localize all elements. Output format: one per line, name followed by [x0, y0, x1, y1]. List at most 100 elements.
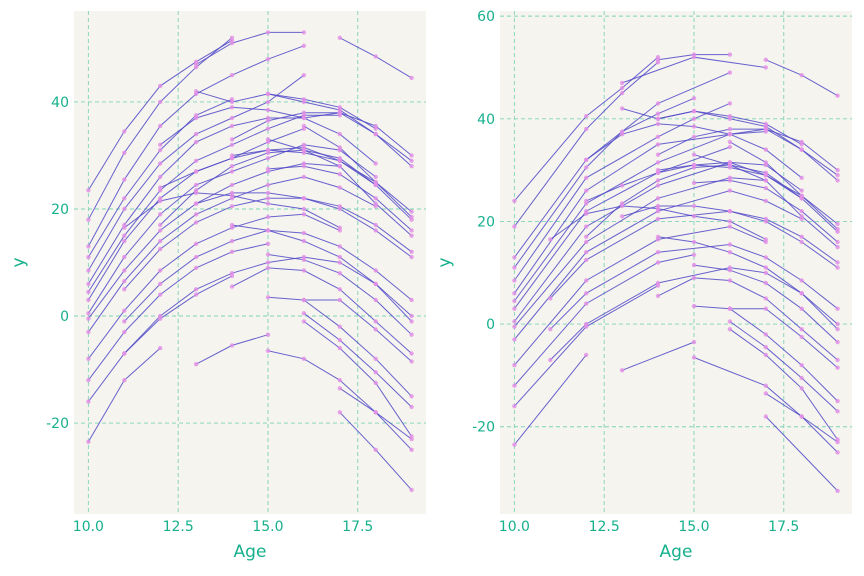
data-point: [691, 124, 697, 129]
data-point: [619, 368, 625, 373]
series-line-41: [159, 149, 412, 226]
data-point: [727, 116, 733, 122]
data-point: [763, 129, 768, 134]
data-point: [409, 249, 414, 254]
data-point: [799, 175, 804, 180]
series-line-8: [621, 108, 802, 145]
series-line-35: [729, 308, 838, 402]
data-point: [229, 99, 235, 105]
data-point: [584, 250, 589, 255]
data-point: [835, 365, 840, 370]
data-point: [835, 398, 840, 404]
data-point: [512, 255, 517, 260]
data-point: [799, 139, 804, 145]
series-line-31: [657, 277, 838, 361]
data-point: [158, 99, 163, 105]
data-point: [799, 234, 804, 239]
data-point: [337, 172, 342, 177]
data-point: [301, 319, 307, 324]
data-point: [548, 357, 553, 363]
data-point: [193, 182, 199, 188]
data-point: [301, 238, 307, 244]
data-point: [193, 362, 199, 367]
data-point: [835, 409, 840, 414]
data-point: [337, 147, 342, 153]
series-line-42: [303, 320, 413, 437]
data-point: [835, 327, 840, 332]
data-point: [301, 206, 307, 212]
data-point: [229, 182, 235, 188]
data-point: [799, 327, 804, 332]
data-point: [619, 214, 625, 219]
data-point: [655, 206, 661, 211]
data-point: [409, 487, 414, 493]
data-point: [158, 281, 163, 287]
data-point: [265, 57, 271, 62]
data-point: [835, 437, 840, 442]
data-point: [229, 222, 235, 228]
data-point: [373, 281, 378, 287]
data-point: [158, 228, 163, 233]
data-point: [655, 134, 661, 139]
data-point: [229, 249, 235, 254]
data-point: [229, 142, 235, 147]
data-point: [373, 380, 378, 386]
data-point: [373, 327, 378, 332]
series-line-37: [765, 416, 838, 492]
data-point: [193, 254, 199, 260]
data-point: [655, 183, 661, 188]
data-point: [835, 167, 840, 173]
data-point: [763, 57, 768, 62]
data-point: [193, 62, 199, 67]
data-point: [158, 316, 163, 321]
data-point: [584, 257, 589, 263]
data-point: [799, 147, 804, 152]
x-tick-label: 10.0: [73, 519, 104, 535]
data-point: [835, 93, 840, 98]
data-point: [337, 260, 342, 265]
data-point: [655, 250, 661, 255]
data-point: [86, 289, 91, 295]
data-point: [158, 142, 163, 147]
data-point: [727, 162, 733, 168]
data-point: [835, 229, 840, 234]
data-point: [835, 244, 840, 250]
data-point: [229, 273, 235, 279]
series-line-7: [195, 90, 376, 130]
data-point: [337, 337, 342, 343]
data-point: [799, 278, 804, 283]
data-point: [86, 268, 91, 273]
data-point: [512, 198, 517, 204]
data-point: [691, 203, 697, 209]
data-point: [799, 291, 804, 296]
x-tick-label: 15.0: [252, 519, 283, 535]
data-point: [691, 275, 697, 281]
series-line-10: [87, 112, 412, 285]
data-point: [122, 206, 127, 212]
y-tick-label: 20: [477, 214, 495, 230]
series-line-34: [303, 299, 412, 397]
data-point: [763, 332, 768, 337]
data-point: [584, 165, 589, 170]
data-point: [512, 324, 517, 329]
data-point: [158, 268, 163, 273]
data-point: [727, 188, 733, 193]
data-point: [655, 160, 661, 165]
series-line-26: [87, 243, 269, 381]
data-point: [691, 262, 697, 268]
data-point: [584, 211, 589, 216]
data-point: [512, 224, 517, 229]
data-point: [655, 283, 661, 288]
data-point: [301, 164, 307, 169]
chart-panel-1: 10.0 12.5 15.0 17.5 -20 0 20 40 Age y: [9, 11, 426, 562]
data-point: [337, 345, 342, 351]
data-point: [229, 343, 235, 348]
data-point: [691, 96, 697, 101]
data-point: [763, 255, 768, 260]
y-axis-title: y: [9, 257, 29, 267]
data-point: [409, 447, 414, 452]
data-point: [193, 265, 199, 271]
data-point: [512, 278, 517, 283]
data-point: [122, 177, 127, 182]
data-point: [512, 404, 517, 409]
